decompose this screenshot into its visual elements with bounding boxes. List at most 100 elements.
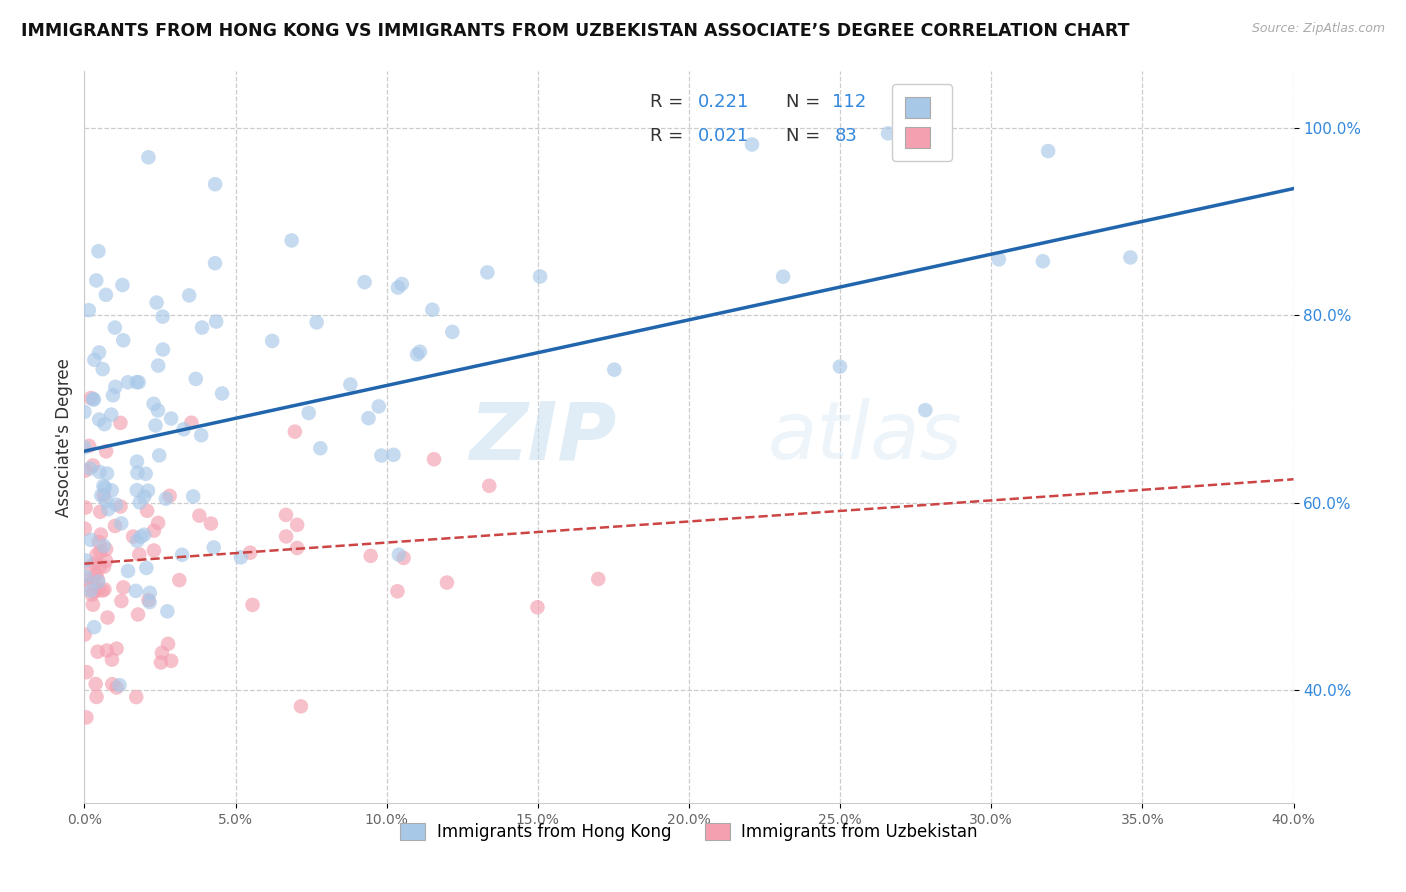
Point [94, 554, 117, 568]
Point [136, 483, 159, 498]
Point [84, 677, 107, 691]
Point [339, 377, 361, 392]
Point [110, 416, 132, 430]
Point [96, 467, 118, 481]
Point [200, 516, 222, 531]
Point [90, 488, 112, 502]
Point [87, 345, 110, 359]
Point [75, 464, 97, 478]
Point [86, 567, 108, 582]
Point [73, 522, 96, 536]
Point [139, 586, 162, 600]
Point [80, 391, 103, 405]
Point [179, 288, 201, 302]
Point [188, 508, 211, 523]
Point [112, 333, 135, 347]
Point [239, 546, 262, 560]
Point [75, 553, 97, 567]
Point [110, 516, 132, 531]
Point [436, 575, 458, 590]
Y-axis label: Associate's Degree: Associate's Degree [55, 358, 73, 516]
Point [142, 543, 165, 558]
Point [125, 533, 148, 548]
Point [96, 643, 118, 657]
Point [86, 548, 108, 562]
Point [529, 269, 551, 284]
Point [82, 458, 104, 473]
Point [108, 678, 131, 692]
Point [128, 375, 150, 389]
Point [93, 488, 115, 502]
Text: ZIP: ZIP [470, 398, 616, 476]
Point [353, 275, 375, 289]
Point [100, 483, 122, 498]
Point [125, 483, 148, 498]
Point [93, 479, 115, 493]
Point [135, 467, 157, 481]
Point [285, 517, 308, 532]
Point [392, 550, 415, 565]
Point [173, 422, 195, 436]
Point [145, 295, 167, 310]
Point [83, 584, 105, 599]
Point [89, 505, 111, 519]
Text: Source: ZipAtlas.com: Source: ZipAtlas.com [1251, 22, 1385, 36]
Point [170, 548, 193, 562]
Point [73, 441, 96, 455]
Point [204, 256, 226, 270]
Point [152, 310, 174, 324]
Point [145, 418, 167, 433]
Point [94, 444, 117, 458]
Point [104, 519, 127, 533]
Point [382, 448, 405, 462]
Point [94, 481, 117, 495]
Point [357, 411, 380, 425]
Point [89, 545, 111, 559]
Point [205, 315, 228, 329]
Point [142, 524, 165, 538]
Point [526, 600, 548, 615]
Point [180, 416, 202, 430]
Point [211, 386, 233, 401]
Point [1119, 251, 1142, 265]
Point [73, 627, 96, 641]
Point [305, 315, 328, 329]
Point [112, 580, 135, 594]
Point [93, 417, 115, 432]
Point [93, 539, 115, 553]
Point [138, 595, 160, 609]
Text: IMMIGRANTS FROM HONG KONG VS IMMIGRANTS FROM UZBEKISTAN ASSOCIATE’S DEGREE CORRE: IMMIGRANTS FROM HONG KONG VS IMMIGRANTS … [21, 22, 1129, 40]
Point [242, 598, 264, 612]
Point [181, 490, 204, 504]
Point [84, 273, 107, 287]
Point [87, 573, 110, 587]
Point [77, 439, 100, 453]
Point [877, 127, 900, 141]
Point [86, 690, 108, 704]
Point [79, 583, 101, 598]
Point [90, 527, 112, 541]
Point [142, 397, 165, 411]
Point [87, 244, 110, 259]
Point [160, 654, 183, 668]
Point [772, 269, 794, 284]
Point [138, 150, 160, 164]
Text: R =: R = [650, 127, 689, 145]
Point [298, 406, 321, 420]
Point [75, 569, 97, 583]
Point [75, 572, 97, 586]
Point [96, 610, 118, 624]
Point [127, 607, 149, 622]
Point [274, 508, 297, 522]
Point [82, 392, 104, 406]
Point [150, 646, 173, 660]
Text: N =: N = [786, 93, 825, 112]
Point [117, 376, 139, 390]
Point [83, 392, 105, 407]
Point [478, 479, 501, 493]
Point [75, 710, 97, 724]
Point [169, 573, 191, 587]
Point [87, 583, 110, 598]
Point [280, 234, 302, 248]
Point [370, 449, 392, 463]
